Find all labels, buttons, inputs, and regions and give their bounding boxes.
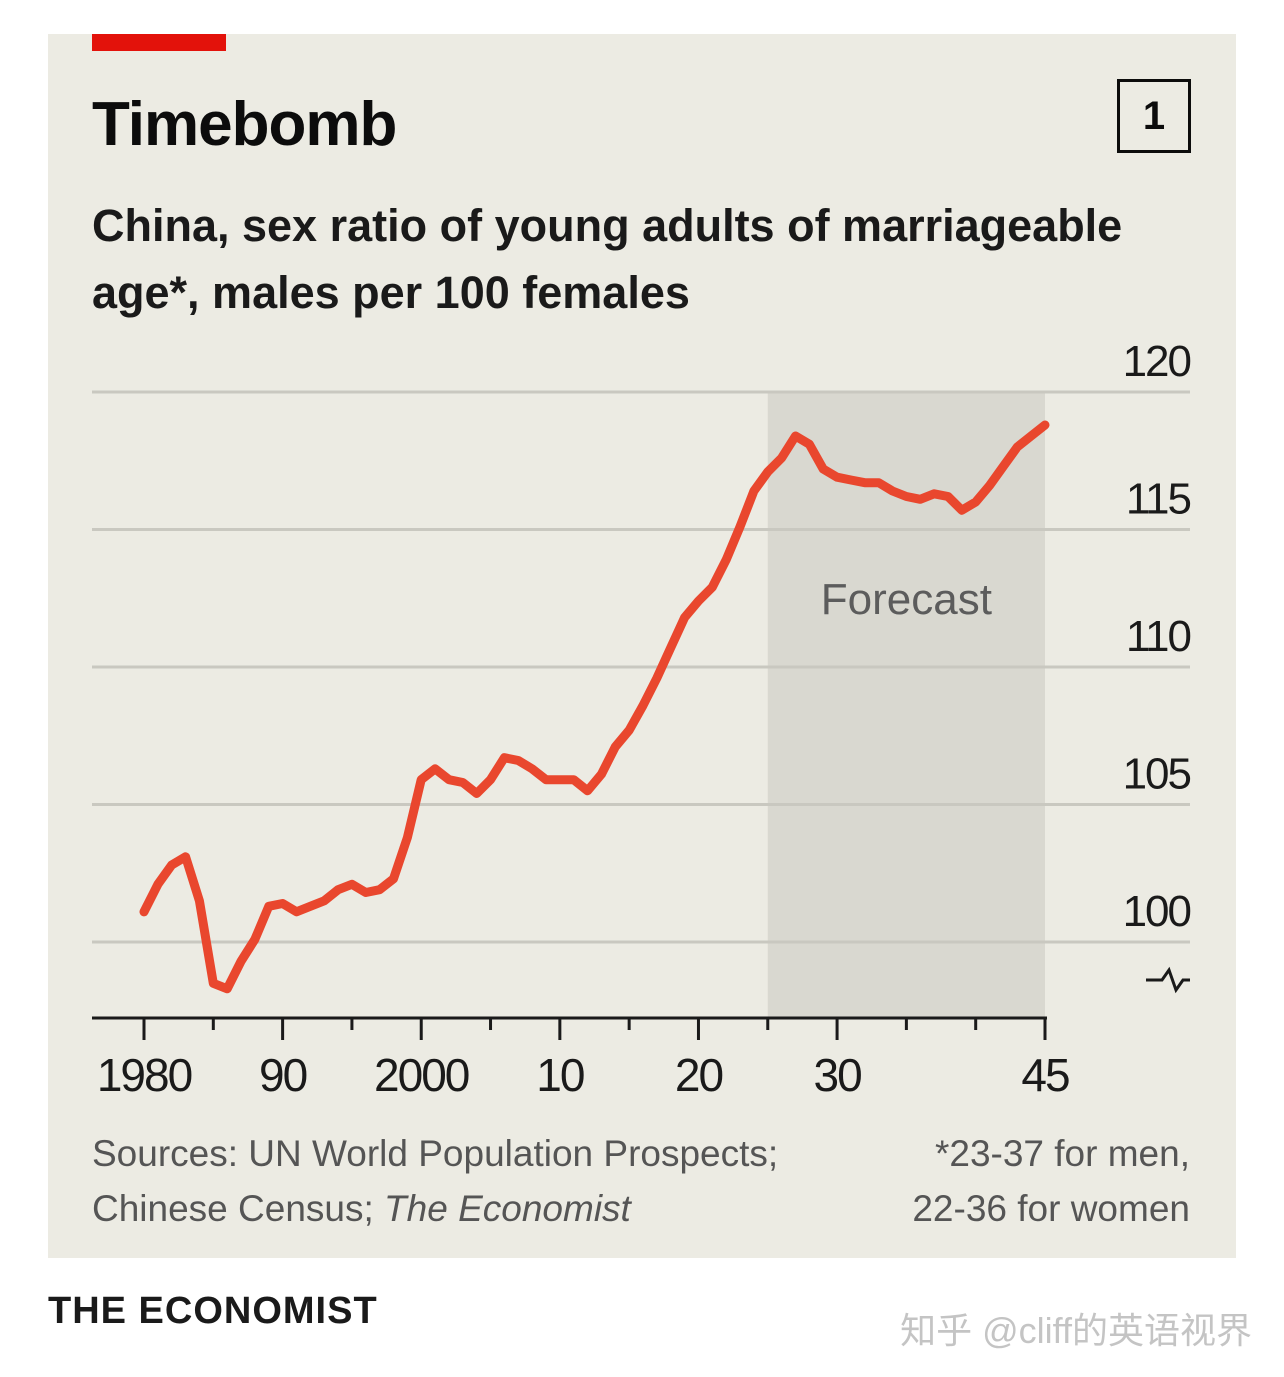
red-accent-tag: [92, 34, 226, 51]
x-tick-label: 30: [813, 1049, 861, 1101]
y-tick-label: 115: [1126, 475, 1191, 524]
source-note: Sources: UN World Population Prospects; …: [92, 1126, 778, 1236]
source-line-2: Chinese Census; The Economist: [92, 1181, 778, 1236]
axis-break-symbol: [1146, 966, 1190, 994]
line-chart: 100 105 110 115 120 1980 90 2000 10 20 30 45 Forecas…: [92, 337, 1193, 1101]
series-line-sex-ratio: [139, 420, 1050, 994]
footnote-line-2: 22-36 for women: [912, 1188, 1190, 1229]
x-tick-label: 45: [1021, 1049, 1069, 1101]
x-tick-label: 2000: [374, 1049, 469, 1101]
chart-card: Timebomb 1 China, sex ratio of young adu…: [48, 34, 1236, 1258]
source-line-2-plain: Chinese Census;: [92, 1188, 385, 1229]
source-line-2-italic: The Economist: [384, 1188, 631, 1229]
y-tick-label: 120: [1123, 337, 1191, 386]
footnote: *23-37 for men, 22-36 for women: [912, 1126, 1190, 1236]
x-tick-label: 1980: [97, 1049, 192, 1101]
watermark: 知乎 @cliff的英语视界: [900, 1310, 1252, 1351]
x-tick-label: 20: [675, 1049, 723, 1101]
footnote-line-1: *23-37 for men,: [934, 1133, 1190, 1174]
chart-number-badge: 1: [1117, 79, 1191, 153]
brand-label: THE ECONOMIST: [48, 1290, 378, 1332]
forecast-label: Forecast: [821, 575, 992, 624]
forecast-region: [767, 392, 1045, 1018]
y-tick-label: 110: [1126, 612, 1191, 661]
x-tick-label: 90: [259, 1049, 307, 1101]
chart-title: Timebomb: [92, 90, 397, 159]
x-tick-label: 10: [536, 1049, 584, 1101]
y-tick-label: 100: [1123, 887, 1191, 936]
chart-subtitle: China, sex ratio of young adults of marr…: [92, 200, 1123, 318]
y-tick-label: 105: [1123, 750, 1191, 799]
source-line-1: Sources: UN World Population Prospects;: [92, 1133, 779, 1174]
